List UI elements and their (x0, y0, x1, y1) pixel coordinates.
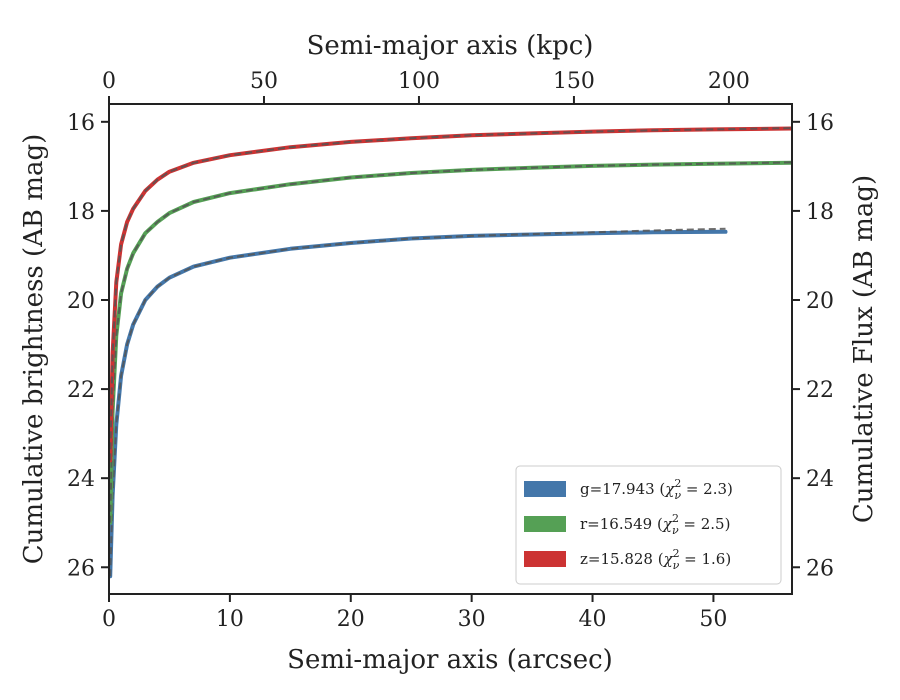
x2-tick-label-0: 0 (102, 69, 116, 94)
y2-tick-label-0: 16 (806, 111, 834, 136)
y-tick-label-5: 26 (67, 556, 95, 581)
series-line-2 (109, 126, 792, 463)
y-axis-label: Cumulative brightness (AB mag) (19, 134, 49, 565)
model-line-2 (109, 127, 792, 461)
x2-axis-label: Semi-major axis (kpc) (307, 31, 594, 61)
y2-tick-label-5: 26 (806, 556, 834, 581)
legend-label-0: g=17.943 (χ2 ν = 2.3) (580, 477, 733, 502)
series-layer (109, 126, 792, 579)
x-tick-label-3: 30 (458, 607, 486, 632)
x2-tick-label-4: 200 (708, 69, 750, 94)
legend-swatch-0 (524, 481, 566, 497)
y2-axis-label: Cumulative Flux (AB mag) (849, 175, 879, 523)
model-line-0 (109, 227, 726, 577)
model-line-1 (109, 161, 792, 523)
legend-box (515, 465, 782, 585)
y-tick-label-2: 20 (67, 289, 95, 314)
y2-tick-label-1: 18 (806, 200, 834, 225)
y2-tick-label-2: 20 (806, 289, 834, 314)
x-tick-label-0: 0 (102, 607, 116, 632)
x-tick-label-2: 20 (337, 607, 365, 632)
y2-tick-label-3: 22 (806, 378, 834, 403)
y-tick-label-0: 16 (67, 111, 95, 136)
x-tick-label-4: 40 (579, 607, 607, 632)
x-axis-label: Semi-major axis (arcsec) (287, 645, 613, 675)
y-tick-label-3: 22 (67, 378, 95, 403)
legend-swatch-2 (524, 551, 566, 567)
x2-tick-label-1: 50 (250, 69, 278, 94)
y-tick-label-1: 18 (67, 200, 95, 225)
ticks-layer: 0 10 20 30 40 50 0 50 100 150 200 16 16 18 18 20 20 22 22 2… (67, 69, 834, 632)
legend-swatch-1 (524, 516, 566, 532)
plot-frame (108, 103, 793, 595)
y-tick-label-4: 24 (67, 467, 95, 492)
x2-tick-label-2: 100 (398, 69, 440, 94)
x-tick-label-1: 10 (216, 607, 244, 632)
x2-tick-label-3: 150 (553, 69, 595, 94)
legend: g=17.943 (χ2 ν = 2.3) r=16.549 (χ2 ν = 2.5)… (515, 465, 782, 585)
x-tick-label-5: 50 (699, 607, 727, 632)
legend-label-1: r=16.549 (χ2 ν = 2.5) (580, 512, 730, 537)
y2-tick-label-4: 24 (806, 467, 834, 492)
legend-label-2: z=15.828 (χ2 ν = 1.6) (580, 547, 731, 572)
